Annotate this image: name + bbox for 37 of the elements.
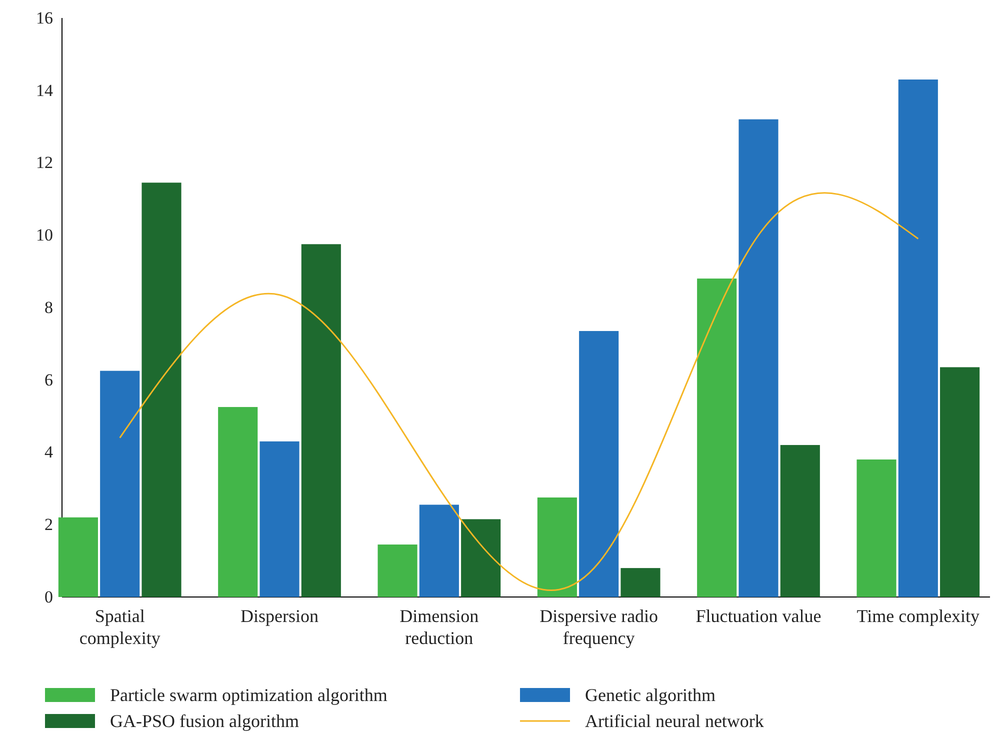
legend-label: Particle swarm optimization algorithm <box>110 685 388 705</box>
y-tick-label: 8 <box>44 298 53 317</box>
bar <box>260 441 300 597</box>
x-tick-label: Dispersion <box>240 606 319 626</box>
y-tick-label: 6 <box>44 370 53 390</box>
x-tick-label: Dispersive radio frequency <box>540 606 658 648</box>
bar <box>738 119 778 597</box>
bar <box>579 331 619 597</box>
bar <box>218 407 258 597</box>
bar <box>898 80 938 597</box>
bar <box>940 367 980 597</box>
x-tick-label: Dimension reduction <box>400 606 479 648</box>
bar <box>461 519 501 597</box>
bar <box>856 459 896 597</box>
y-tick-label: 10 <box>36 226 53 245</box>
bar <box>697 278 737 597</box>
x-tick-label: Time complexity <box>856 606 980 626</box>
y-tick-label: 14 <box>36 80 54 100</box>
bar <box>378 544 418 597</box>
y-tick-label: 4 <box>44 442 54 462</box>
y-tick-label: 12 <box>36 153 53 172</box>
y-tick-label: 16 <box>36 8 53 28</box>
x-tick-label: Spatial complexity <box>79 606 160 648</box>
y-tick-label: 2 <box>44 515 53 534</box>
bar <box>620 568 660 597</box>
bar <box>780 445 820 597</box>
bar <box>100 370 140 597</box>
legend-label: Genetic algorithm <box>585 685 716 705</box>
y-tick-label: 0 <box>44 587 53 606</box>
x-tick-label: Fluctuation value <box>696 606 822 626</box>
legend-label: Artificial neural network <box>585 711 764 731</box>
bar <box>419 504 459 597</box>
bar <box>142 182 182 597</box>
bar <box>537 497 577 597</box>
bar <box>301 244 341 597</box>
legend-label: GA-PSO fusion algorithm <box>110 711 299 731</box>
bar <box>58 517 98 597</box>
